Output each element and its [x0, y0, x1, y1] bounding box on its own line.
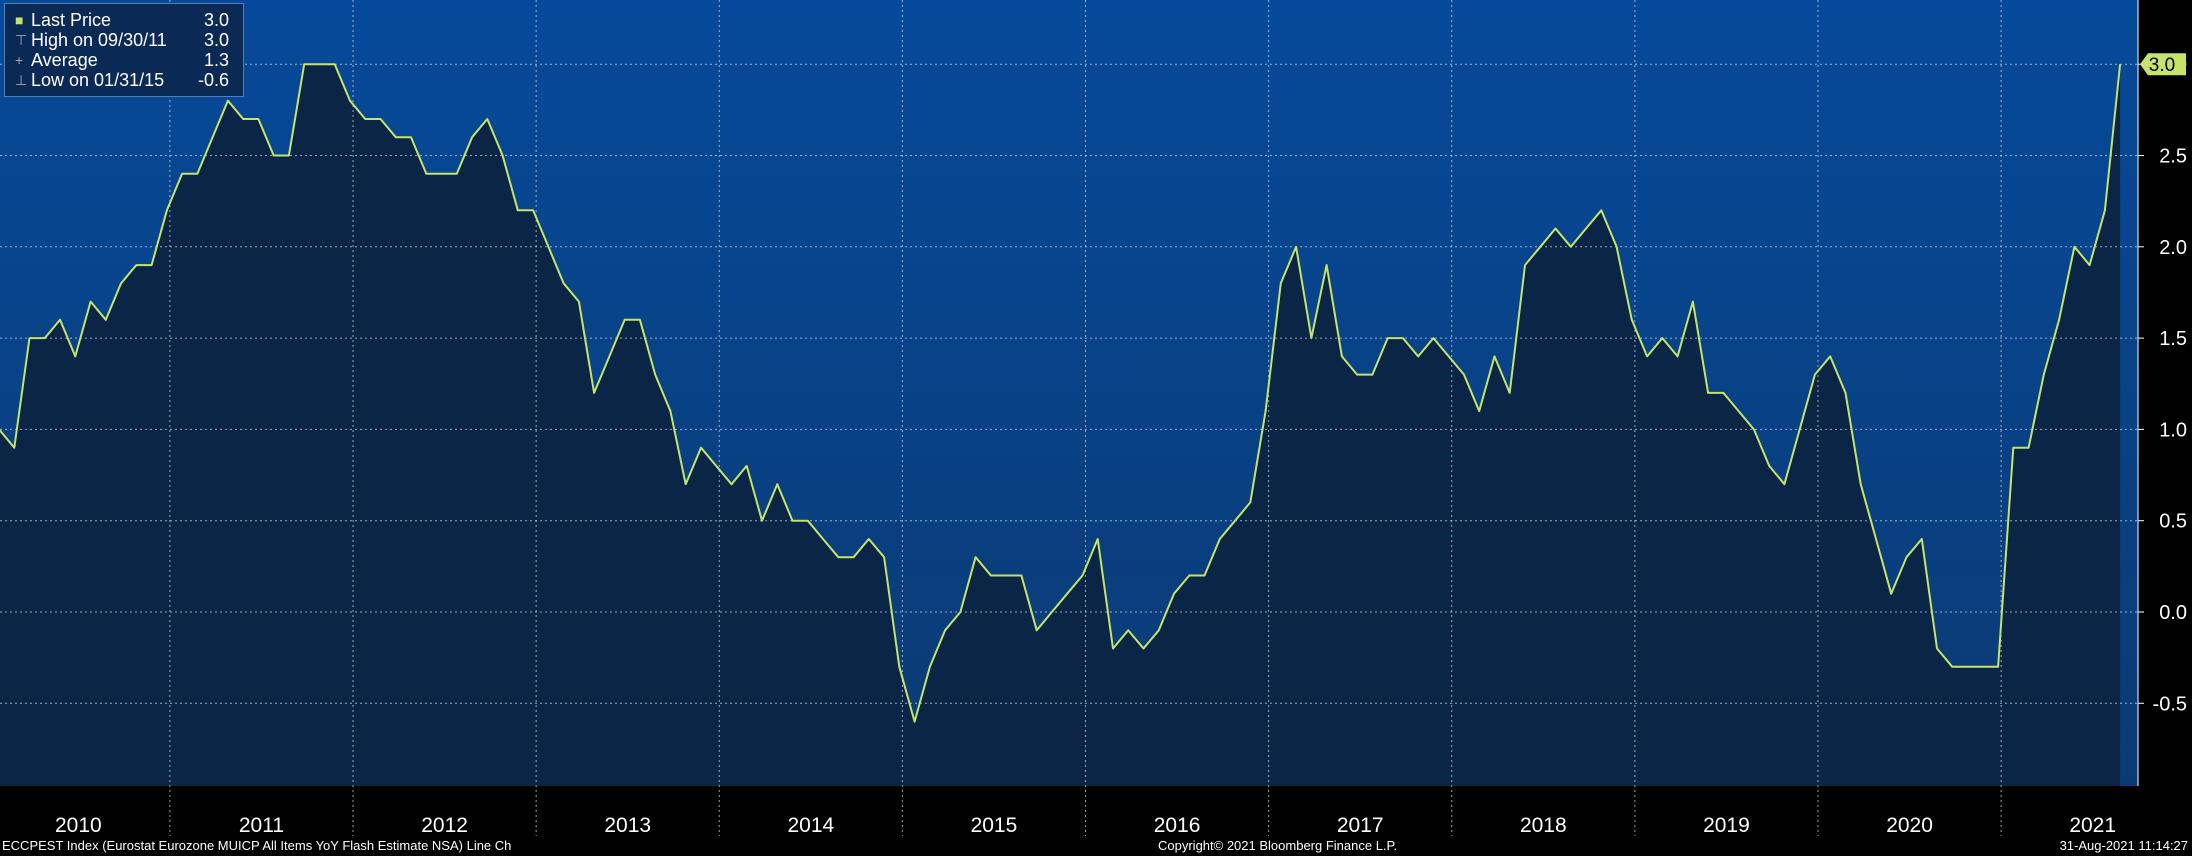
- series-swatch-icon: ■: [15, 12, 24, 28]
- series-line: [0, 63, 2122, 723]
- legend-average: + Average 1.3: [15, 50, 229, 70]
- y-tick-label: 1.0: [2159, 419, 2187, 441]
- average-marker-icon: +: [15, 52, 24, 68]
- x-tick-label: 2013: [604, 814, 651, 837]
- legend-high: ⊤ High on 09/30/11 3.0: [15, 30, 229, 50]
- footer-ticker-description: ECCPEST Index (Eurostat Eurozone MUICP A…: [2, 838, 512, 853]
- area-fill: [0, 64, 2121, 786]
- x-tick-label: 2021: [2069, 814, 2116, 837]
- last-price-callout: [2140, 53, 2186, 76]
- legend: ■ Last Price 3.0 ⊤ High on 09/30/11 3.0 …: [4, 3, 244, 97]
- footer-copyright: Copyright© 2021 Bloomberg Finance L.P.: [1158, 838, 1398, 853]
- legend-high-value: 3.0: [203, 30, 229, 50]
- last-price-callout-label: 3.0: [2149, 55, 2175, 76]
- x-tick-label: 2012: [421, 814, 468, 837]
- legend-low: ⊥ Low on 01/31/15 -0.6: [15, 70, 229, 90]
- y-tick-label: 0.5: [2159, 511, 2187, 533]
- y-tick-label: 2.5: [2159, 146, 2187, 168]
- x-tick-label: 2018: [1520, 814, 1567, 837]
- high-marker-icon: ⊤: [15, 32, 28, 48]
- legend-average-label: Average: [31, 50, 98, 70]
- legend-last-price: ■ Last Price 3.0: [15, 10, 229, 30]
- legend-average-value: 1.3: [203, 50, 229, 70]
- x-tick-label: 2016: [1154, 814, 1201, 837]
- footer-timestamp: 31-Aug-2021 11:14:27: [2059, 838, 2188, 853]
- x-tick-label: 2017: [1337, 814, 1384, 837]
- x-tick-label: 2020: [1886, 814, 1933, 837]
- y-tick-label: -0.5: [2153, 693, 2187, 715]
- legend-high-label: High on 09/30/11: [31, 30, 167, 50]
- low-marker-icon: ⊥: [15, 72, 28, 88]
- y-tick-label: 1.5: [2159, 328, 2187, 350]
- legend-low-label: Low on 01/31/15: [31, 70, 165, 90]
- x-tick-label: 2014: [787, 814, 834, 837]
- legend-last-label: Last Price: [31, 10, 112, 30]
- x-tick-label: 2010: [55, 814, 102, 837]
- y-tick-label: 2.0: [2159, 237, 2187, 259]
- legend-low-value: -0.6: [197, 70, 229, 90]
- legend-last-value: 3.0: [203, 10, 229, 30]
- y-tick-label: 0.0: [2159, 602, 2187, 624]
- x-tick-label: 2019: [1703, 814, 1750, 837]
- x-tick-label: 2015: [971, 814, 1018, 837]
- x-tick-label: 2011: [239, 814, 284, 837]
